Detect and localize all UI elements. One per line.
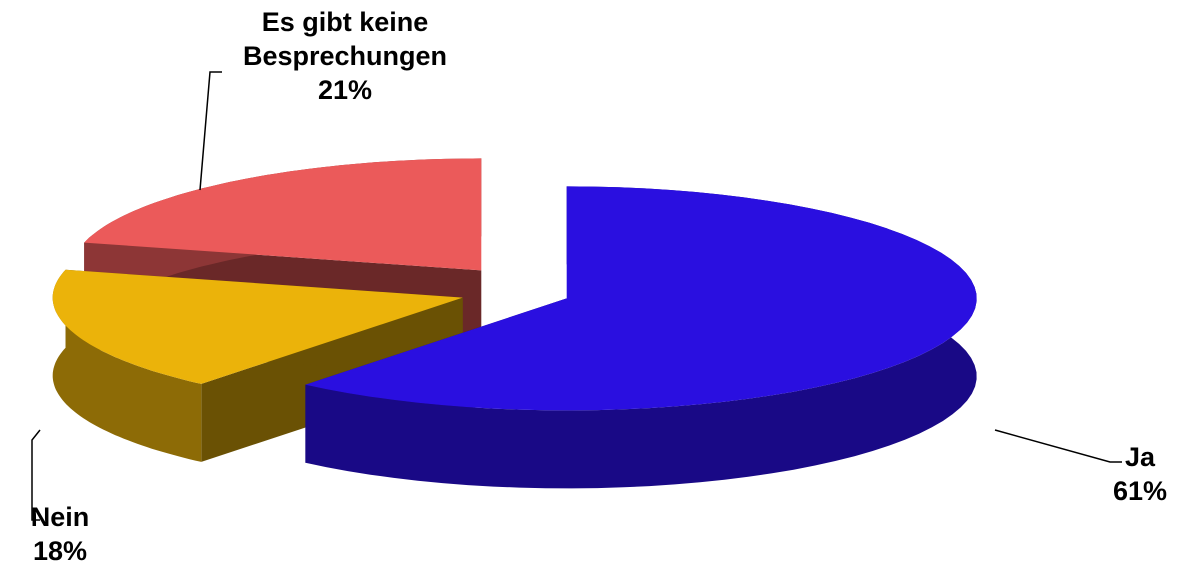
label-value: 21% bbox=[317, 75, 373, 105]
leader-line bbox=[199, 71, 222, 191]
slice-outer-wall bbox=[52, 269, 202, 462]
label-value: 18% bbox=[32, 536, 88, 565]
slice-label: Nein 18% bbox=[5, 500, 115, 565]
label-value: 61% bbox=[1112, 476, 1168, 506]
slice-top bbox=[84, 158, 482, 271]
slice-label: Ja 61% bbox=[1085, 440, 1181, 508]
slice-top bbox=[305, 186, 977, 411]
leader-line bbox=[994, 429, 1122, 463]
label-name: Ja bbox=[1124, 442, 1156, 472]
slice-top bbox=[52, 269, 463, 384]
slice-label: Es gibt keine Besprechungen 21% bbox=[215, 5, 475, 107]
leader-line bbox=[31, 429, 41, 521]
label-name: Es gibt keine Besprechungen bbox=[242, 7, 448, 71]
slice bbox=[305, 186, 977, 489]
label-name: Nein bbox=[30, 502, 90, 532]
